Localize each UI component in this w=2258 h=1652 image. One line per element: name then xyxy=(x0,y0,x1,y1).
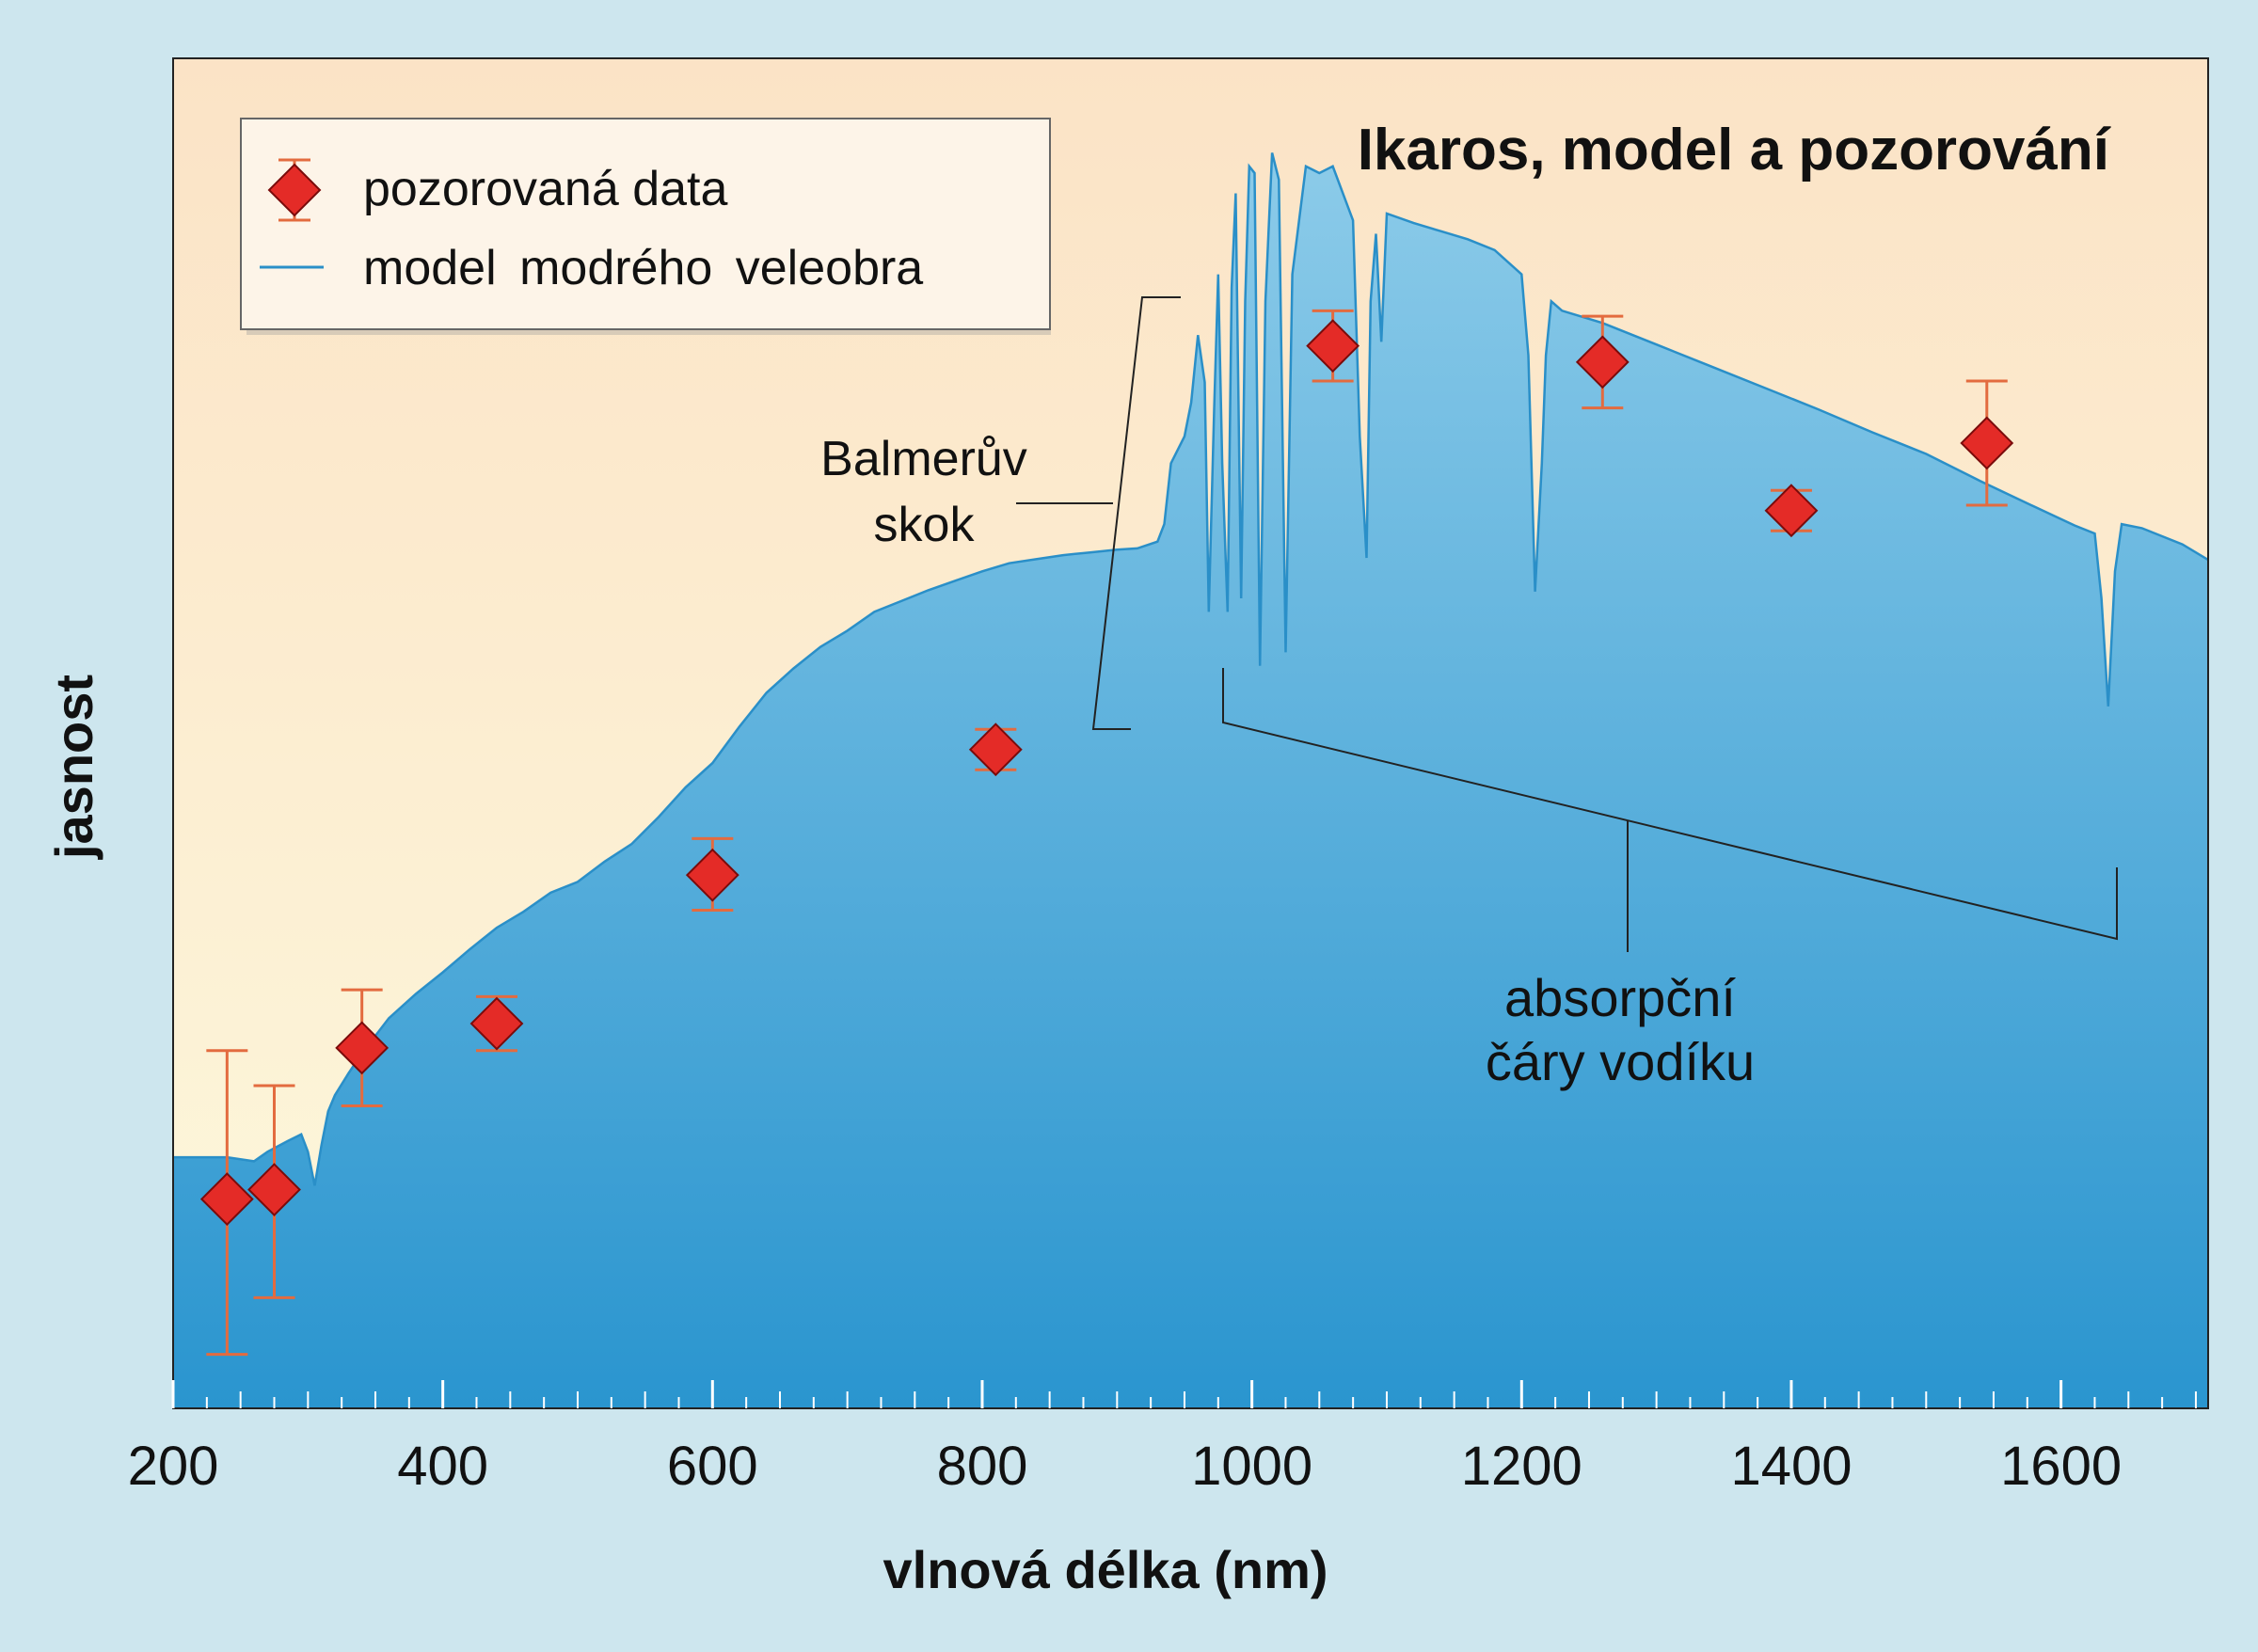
data-point xyxy=(1764,484,1819,538)
balmer-label-line1: Balmerův xyxy=(820,432,1027,486)
annotation-balmer: Balmerův skok xyxy=(820,296,1181,730)
x-tick-label: 400 xyxy=(397,1436,488,1497)
balmer-label-line2: skok xyxy=(874,498,976,552)
hydrogen-label-line2: čáry vodíku xyxy=(1486,1032,1755,1091)
annotation-hydrogen-lines: absorpční čáry vodíku xyxy=(1222,668,2118,1091)
legend-box xyxy=(240,118,1051,330)
x-axis-tick-labels: 200 400 600 800 1000 1200 1400 1600 xyxy=(128,1436,2123,1497)
data-point xyxy=(247,1084,301,1299)
hydrogen-label-line1: absorpční xyxy=(1504,968,1736,1027)
x-axis-ticks xyxy=(171,1380,2197,1408)
legend-marker-observed xyxy=(267,158,322,222)
x-tick-label: 1200 xyxy=(1461,1436,1582,1497)
x-tick-label: 800 xyxy=(937,1436,1028,1497)
x-tick-label: 600 xyxy=(667,1436,758,1497)
x-axis-label: vlnová délka (nm) xyxy=(883,1540,1328,1599)
data-marker xyxy=(968,723,1023,777)
chart-title: Ikaros, model a pozorování xyxy=(1358,118,2111,183)
data-point xyxy=(1960,379,2014,507)
y-axis-label: jasnost xyxy=(44,675,103,860)
data-point xyxy=(685,836,739,912)
plot-frame xyxy=(172,57,2209,1409)
data-point xyxy=(1575,314,1630,410)
x-tick-label: 1000 xyxy=(1191,1436,1312,1497)
balmer-bracket xyxy=(1091,296,1181,730)
data-marker xyxy=(469,996,524,1051)
data-marker xyxy=(1960,416,2014,470)
data-point xyxy=(199,1049,254,1357)
observed-data-points xyxy=(199,309,2014,1357)
hydrogen-bracket xyxy=(1222,668,2118,941)
legend-label-model: model modrého veleobra xyxy=(363,241,923,295)
data-point xyxy=(469,994,524,1053)
legend-label-observed: pozorovaná data xyxy=(363,162,727,216)
data-marker xyxy=(335,1021,390,1075)
data-marker xyxy=(247,1163,301,1216)
data-marker xyxy=(685,848,739,902)
data-marker xyxy=(1575,335,1630,389)
x-tick-label: 1400 xyxy=(1730,1436,1852,1497)
data-point xyxy=(335,988,390,1108)
data-marker xyxy=(199,1172,254,1226)
data-point xyxy=(1306,309,1360,383)
model-area-fill xyxy=(173,152,2208,1408)
data-marker xyxy=(1764,484,1819,538)
x-tick-label: 1600 xyxy=(2000,1436,2122,1497)
x-tick-label: 200 xyxy=(128,1436,219,1497)
model-line xyxy=(173,152,2208,1186)
data-point xyxy=(968,723,1023,777)
data-marker xyxy=(1306,319,1360,373)
legend: pozorovaná data model modrého veleobra xyxy=(240,118,1051,335)
